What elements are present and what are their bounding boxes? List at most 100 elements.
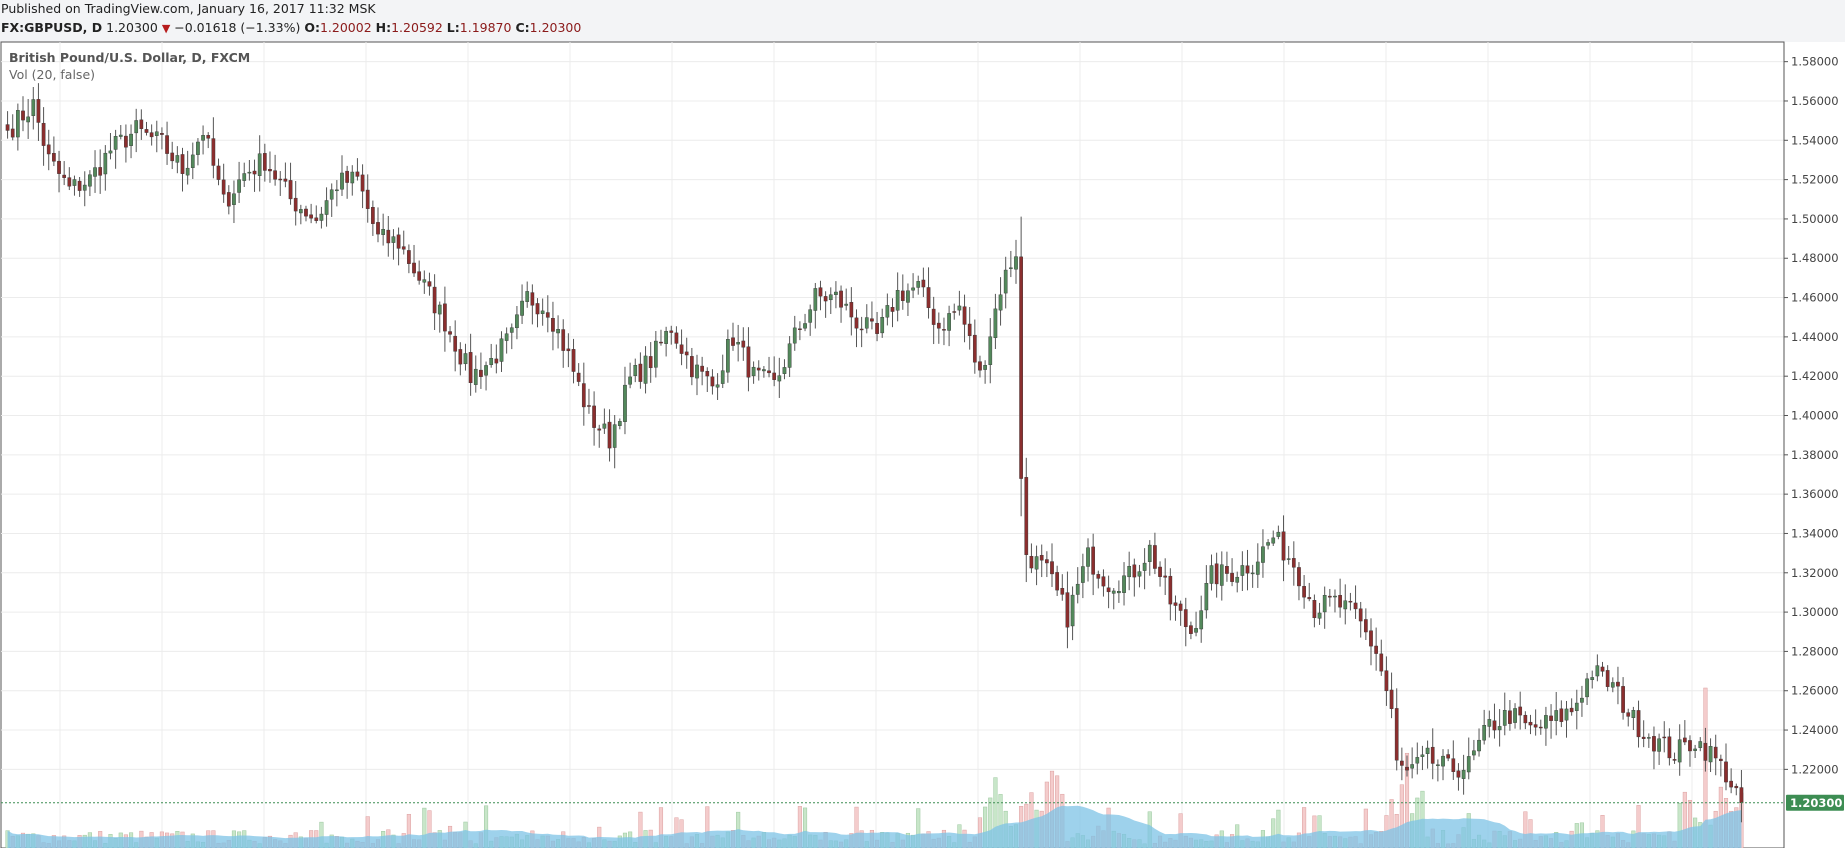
price-axis-tick-label: 1.48000 bbox=[1791, 251, 1839, 265]
candle-down bbox=[854, 317, 859, 329]
price-axis-tick-label: 1.44000 bbox=[1791, 330, 1839, 344]
candle-down bbox=[304, 208, 308, 217]
candle-up bbox=[237, 179, 241, 193]
candle-up bbox=[1235, 576, 1240, 583]
volume-study-label[interactable]: Vol (20, false) bbox=[9, 67, 95, 82]
candle-down bbox=[561, 329, 566, 351]
candle-up bbox=[792, 327, 797, 344]
close-label: C: bbox=[515, 20, 530, 35]
candle-down bbox=[1091, 546, 1096, 575]
candle-down bbox=[648, 356, 653, 369]
candle-down bbox=[1719, 758, 1723, 762]
candle-down bbox=[355, 171, 360, 177]
candle-up bbox=[1261, 546, 1265, 563]
candle-down bbox=[875, 323, 879, 334]
candle-up bbox=[185, 167, 190, 176]
candle-down bbox=[1739, 787, 1744, 803]
candle-up bbox=[828, 294, 833, 301]
candle-down bbox=[551, 318, 555, 332]
candle-up bbox=[129, 133, 133, 146]
candle-down bbox=[1245, 565, 1250, 574]
candle-down bbox=[221, 179, 226, 195]
price-axis-tick-label: 1.30000 bbox=[1791, 605, 1839, 619]
candle-up bbox=[1436, 764, 1440, 766]
candle-up bbox=[26, 116, 30, 123]
candle-up bbox=[103, 152, 108, 175]
volume-bar bbox=[1389, 799, 1394, 848]
candlesticks bbox=[5, 83, 1744, 823]
candle-up bbox=[612, 424, 617, 448]
candle-down bbox=[839, 290, 843, 308]
candle-down bbox=[1569, 707, 1574, 713]
candle-down bbox=[417, 271, 422, 281]
candle-down bbox=[479, 369, 483, 377]
candle-down bbox=[926, 287, 931, 309]
candle-up bbox=[633, 365, 638, 376]
price-axis-tick-label: 1.58000 bbox=[1791, 55, 1839, 69]
candle-down bbox=[967, 323, 972, 336]
volume-bar bbox=[993, 777, 998, 848]
candle-down bbox=[849, 302, 854, 318]
candle-down bbox=[1297, 567, 1301, 587]
candle-up bbox=[1466, 756, 1471, 773]
candle-up bbox=[751, 366, 756, 377]
candle-down bbox=[432, 286, 437, 314]
series-title[interactable]: British Pound/U.S. Dollar, D, FXCM bbox=[9, 50, 250, 65]
candle-down bbox=[1363, 619, 1368, 633]
price-axis[interactable]: 1.58000 1.56000 1.54000 1.52000 1.50000 1.480… bbox=[1783, 42, 1839, 848]
low-label: L: bbox=[446, 20, 460, 35]
candle-down bbox=[576, 372, 581, 382]
candle-down bbox=[1682, 737, 1687, 743]
candle-down bbox=[1626, 712, 1631, 717]
price-axis-tick-label: 1.34000 bbox=[1791, 526, 1839, 540]
candle-up bbox=[808, 309, 813, 323]
candle-down bbox=[921, 279, 926, 288]
candle-down bbox=[1703, 742, 1708, 761]
candle-down bbox=[587, 405, 591, 407]
candle-up bbox=[1255, 561, 1260, 575]
candle-down bbox=[1055, 572, 1059, 591]
candle-up bbox=[1693, 748, 1697, 751]
candle-down bbox=[376, 222, 380, 235]
candle-down bbox=[597, 428, 602, 431]
candle-up bbox=[1127, 565, 1132, 578]
candle-up bbox=[113, 136, 118, 150]
candle-down bbox=[1688, 740, 1692, 752]
candle-down bbox=[268, 169, 272, 172]
candle-down bbox=[124, 135, 128, 148]
candle-down bbox=[494, 358, 499, 364]
candle-down bbox=[365, 189, 370, 209]
candle-down bbox=[396, 234, 401, 249]
candle-up bbox=[489, 358, 494, 365]
low-value: 1.19870 bbox=[459, 20, 512, 35]
price-axis-tick-label: 1.56000 bbox=[1791, 94, 1839, 108]
candle-down bbox=[427, 281, 432, 287]
price-axis-tick-label: 1.46000 bbox=[1791, 291, 1839, 305]
candle-down bbox=[859, 328, 864, 331]
candle-down bbox=[36, 99, 41, 123]
candle-down bbox=[679, 344, 684, 354]
candle-down bbox=[1101, 576, 1106, 587]
candle-up bbox=[653, 340, 658, 368]
chart-plot-area[interactable] bbox=[0, 41, 1785, 848]
candle-up bbox=[1034, 556, 1039, 570]
candle-up bbox=[1441, 755, 1445, 767]
candle-up bbox=[762, 369, 766, 372]
symbol-label[interactable]: FX:GBPUSD, D bbox=[1, 20, 103, 35]
candle-up bbox=[1199, 610, 1204, 630]
candle-up bbox=[391, 236, 396, 243]
volume-bar bbox=[1399, 784, 1404, 848]
candle-down bbox=[1039, 555, 1044, 561]
candle-down bbox=[10, 128, 15, 138]
candle-down bbox=[669, 330, 674, 333]
candle-down bbox=[1183, 609, 1188, 628]
chart-grid bbox=[1, 42, 1784, 848]
candle-up bbox=[242, 173, 247, 181]
candle-down bbox=[1163, 575, 1168, 578]
candle-up bbox=[736, 342, 741, 345]
candle-down bbox=[1281, 531, 1286, 561]
candle-up bbox=[1219, 564, 1224, 586]
candle-down bbox=[443, 303, 447, 332]
candle-up bbox=[1477, 739, 1481, 752]
